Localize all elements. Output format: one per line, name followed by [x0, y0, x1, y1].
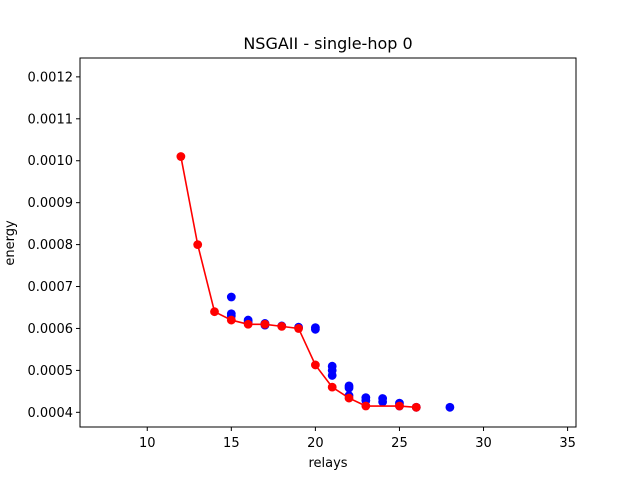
pareto-point: [277, 321, 287, 331]
scatter-point: [378, 397, 388, 407]
pareto-point: [226, 315, 236, 325]
y-tick-label: 0.0006: [28, 322, 74, 337]
pareto-point: [310, 360, 320, 370]
scatter-point: [310, 324, 320, 334]
plot-frame: [79, 57, 577, 428]
y-tick-label: 0.0007: [28, 280, 74, 295]
x-tick-label: 30: [475, 436, 492, 451]
pareto-point: [193, 240, 203, 250]
scatter-point: [445, 402, 455, 412]
pareto-point: [210, 307, 219, 317]
y-tick-label: 0.0012: [28, 70, 74, 85]
chart-title: NSGAII - single-hop 0: [243, 34, 412, 53]
y-tick-label: 0.0004: [28, 406, 74, 421]
y-tick-label: 0.0011: [28, 112, 74, 127]
pareto-point: [344, 393, 354, 403]
scatter-point: [327, 371, 337, 380]
x-tick-label: 35: [559, 436, 576, 451]
y-tick-label: 0.0008: [28, 238, 74, 253]
scatter-point: [226, 292, 236, 302]
scatter-point: [344, 383, 354, 393]
data-marks: [176, 152, 455, 412]
x-axis-label: relays: [308, 456, 347, 471]
pareto-point: [260, 319, 270, 329]
pareto-point: [294, 324, 303, 333]
x-tick-label: 10: [139, 436, 156, 451]
axes: 10 15 20 25 30 35 0.0004 0.0005 0.0006 0.0007 0.00…: [28, 70, 576, 451]
pareto-point: [176, 152, 186, 161]
y-axis-label: energy: [3, 220, 18, 266]
y-tick-label: 0.0010: [28, 154, 74, 169]
x-tick-label: 15: [223, 436, 240, 451]
pareto-point: [243, 319, 253, 329]
y-tick-label: 0.0005: [28, 364, 74, 379]
pareto-point: [327, 382, 337, 392]
pareto-point: [395, 401, 404, 411]
x-tick-label: 25: [391, 436, 408, 451]
x-tick-label: 20: [307, 436, 324, 451]
pareto-point: [411, 402, 421, 412]
pareto-point: [361, 401, 371, 411]
y-tick-label: 0.0009: [28, 196, 74, 211]
